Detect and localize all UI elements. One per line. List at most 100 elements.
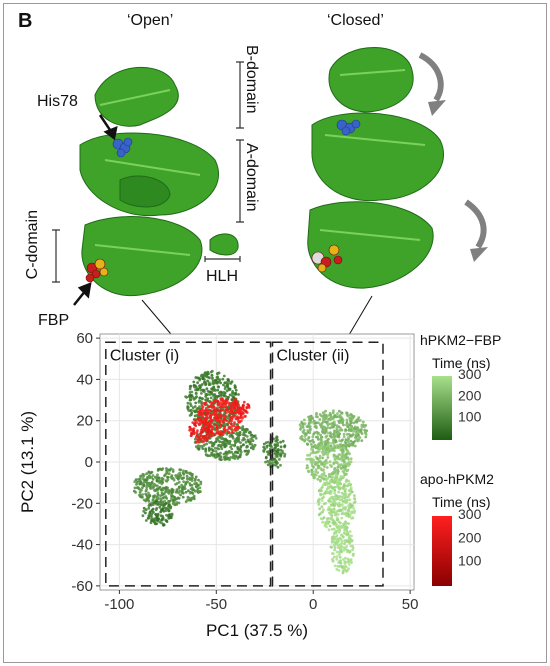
data-point-fbp <box>197 400 201 404</box>
legend-tick-label: 100 <box>458 553 482 569</box>
data-point-fbp <box>174 474 178 477</box>
data-point-fbp <box>346 532 350 536</box>
data-point-fbp <box>243 428 247 432</box>
data-point-fbp <box>213 453 216 456</box>
data-point-fbp <box>199 480 203 484</box>
data-point-fbp <box>134 478 138 482</box>
data-point-fbp <box>341 507 345 511</box>
data-point-fbp <box>330 514 334 517</box>
data-point-fbp <box>341 503 344 507</box>
data-point-apo <box>224 411 228 415</box>
data-point-fbp <box>341 446 345 450</box>
data-point-fbp <box>347 428 351 432</box>
open-fbp-ligand <box>85 258 109 283</box>
data-point-apo <box>204 406 208 410</box>
data-point-fbp <box>246 428 249 432</box>
data-point-fbp <box>301 423 305 427</box>
data-point-fbp <box>347 504 350 507</box>
data-point-fbp <box>341 511 345 514</box>
data-point-fbp <box>347 489 351 492</box>
data-point-fbp <box>194 475 198 479</box>
data-point-fbp <box>337 564 341 568</box>
x-tick-label: -100 <box>104 596 134 613</box>
data-point-fbp <box>199 388 203 392</box>
data-point-fbp <box>198 384 202 388</box>
data-point-fbp <box>319 478 322 482</box>
data-point-apo <box>215 418 218 422</box>
data-point-fbp <box>204 375 208 378</box>
data-point-apo <box>214 423 218 427</box>
data-point-fbp <box>337 504 340 508</box>
closed-state-label: ‘Closed’ <box>327 12 384 29</box>
data-point-fbp <box>222 394 226 398</box>
data-point-fbp <box>216 377 220 381</box>
data-point-fbp <box>326 431 330 435</box>
data-point-fbp <box>194 482 198 486</box>
data-point-fbp <box>206 370 210 374</box>
data-point-fbp <box>335 518 339 522</box>
data-point-fbp <box>329 416 332 420</box>
data-point-fbp <box>210 387 214 391</box>
data-point-fbp <box>167 516 171 520</box>
data-point-fbp <box>322 447 326 450</box>
data-point-fbp <box>234 385 237 389</box>
data-point-fbp <box>338 527 341 531</box>
data-point-apo <box>221 420 225 424</box>
data-point-fbp <box>190 390 194 394</box>
data-point-apo <box>198 409 202 413</box>
data-point-fbp <box>318 413 322 416</box>
data-point-fbp <box>360 439 364 442</box>
data-point-fbp <box>283 454 286 458</box>
data-point-apo <box>209 412 213 416</box>
data-point-fbp <box>348 452 351 456</box>
data-point-fbp <box>210 369 214 373</box>
data-point-fbp <box>349 457 353 461</box>
data-point-fbp <box>156 469 160 472</box>
data-point-fbp <box>243 449 247 453</box>
data-point-fbp <box>194 401 198 405</box>
data-point-fbp <box>317 421 320 425</box>
data-point-fbp <box>336 465 340 469</box>
data-point-apo <box>210 419 214 423</box>
data-point-fbp <box>339 544 343 548</box>
data-point-fbp <box>251 447 255 451</box>
data-point-apo <box>196 417 200 421</box>
data-point-fbp <box>231 437 235 440</box>
data-point-fbp <box>337 508 341 512</box>
data-point-apo <box>229 422 233 426</box>
data-point-fbp <box>170 474 174 477</box>
data-point-fbp <box>190 408 193 412</box>
data-point-apo <box>223 405 227 409</box>
data-point-apo <box>247 406 251 409</box>
data-point-fbp <box>322 495 326 499</box>
data-point-fbp <box>176 473 180 477</box>
data-point-fbp <box>142 506 146 510</box>
x-tick-label: 50 <box>402 596 419 613</box>
data-point-fbp <box>145 488 149 491</box>
data-point-apo <box>242 400 246 404</box>
data-point-fbp <box>323 431 327 435</box>
data-point-fbp <box>332 498 336 501</box>
data-point-fbp <box>158 505 162 509</box>
data-point-fbp <box>353 497 356 500</box>
data-point-fbp <box>155 476 158 480</box>
data-point-fbp <box>347 559 351 563</box>
data-point-fbp <box>335 557 339 561</box>
data-point-fbp <box>333 495 337 499</box>
data-point-fbp <box>262 442 266 446</box>
data-point-fbp <box>327 414 330 417</box>
data-point-fbp <box>320 422 324 425</box>
data-point-fbp <box>167 472 171 476</box>
data-point-fbp <box>320 438 323 442</box>
data-point-apo <box>228 416 232 419</box>
y-tick-label: 40 <box>76 371 93 388</box>
data-point-fbp <box>318 418 322 421</box>
data-point-apo <box>198 419 202 423</box>
data-point-fbp <box>164 509 168 513</box>
data-point-fbp <box>336 444 339 447</box>
data-point-fbp <box>161 501 165 504</box>
x-tick-label: -50 <box>205 596 227 613</box>
data-point-fbp <box>341 571 345 575</box>
data-point-fbp <box>188 398 192 402</box>
